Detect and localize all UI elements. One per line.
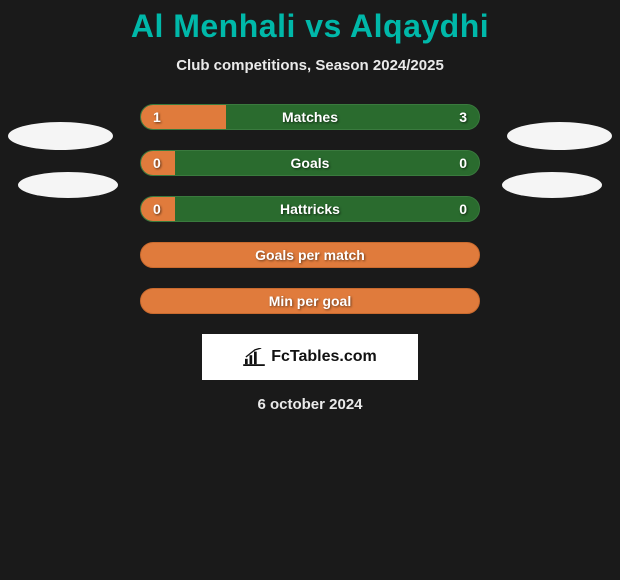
player-left-oval-2 bbox=[18, 172, 118, 198]
player-right-oval-1 bbox=[507, 122, 612, 150]
bar-goals-right-value: 0 bbox=[459, 155, 467, 171]
bar-hattricks-right-value: 0 bbox=[459, 201, 467, 217]
bar-goals: 0 Goals 0 bbox=[140, 150, 480, 176]
date-line: 6 october 2024 bbox=[0, 396, 620, 413]
brand-badge[interactable]: FcTables.com bbox=[202, 334, 418, 380]
bar-goals-label: Goals bbox=[291, 155, 330, 171]
bar-gpm: Goals per match bbox=[140, 242, 480, 268]
brand-label: FcTables.com bbox=[271, 348, 377, 366]
bar-mpg: Min per goal bbox=[140, 288, 480, 314]
bar-hattricks: 0 Hattricks 0 bbox=[140, 196, 480, 222]
chart-icon bbox=[243, 348, 265, 366]
bar-gpm-label: Goals per match bbox=[255, 247, 365, 263]
bar-matches-left-value: 1 bbox=[153, 109, 161, 125]
bar-matches: 1 Matches 3 bbox=[140, 104, 480, 130]
player-left-oval-1 bbox=[8, 122, 113, 150]
player-right-oval-2 bbox=[502, 172, 602, 198]
bar-matches-right-fill bbox=[226, 105, 480, 129]
stats-zone: 1 Matches 3 0 Goals 0 0 Hattricks 0 Goal… bbox=[0, 104, 620, 413]
bar-mpg-label: Min per goal bbox=[269, 293, 351, 309]
bar-goals-left-value: 0 bbox=[153, 155, 161, 171]
page-title: Al Menhali vs Alqaydhi bbox=[0, 0, 620, 45]
bars-container: 1 Matches 3 0 Goals 0 0 Hattricks 0 Goal… bbox=[140, 104, 480, 314]
bar-hattricks-left-value: 0 bbox=[153, 201, 161, 217]
bar-hattricks-label: Hattricks bbox=[280, 201, 340, 217]
subtitle: Club competitions, Season 2024/2025 bbox=[0, 57, 620, 74]
bar-matches-right-value: 3 bbox=[459, 109, 467, 125]
bar-matches-label: Matches bbox=[282, 109, 338, 125]
